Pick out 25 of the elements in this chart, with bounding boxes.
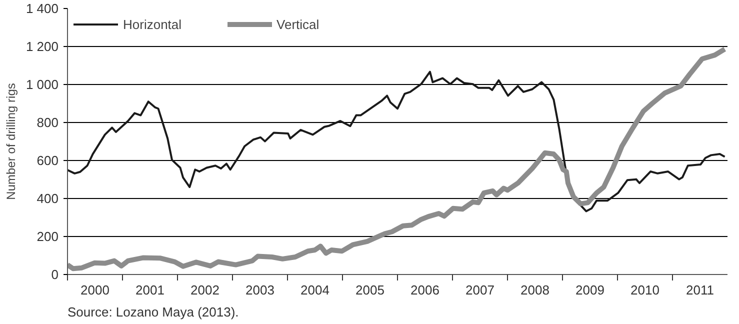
x-tick-label: 2011 xyxy=(686,282,714,298)
x-tick-label: 2009 xyxy=(576,282,604,298)
x-tick-label: 2003 xyxy=(246,282,274,298)
y-tick-label: 1 000 xyxy=(26,77,59,92)
y-tick-label: 1 200 xyxy=(26,39,59,54)
line-series xyxy=(68,70,726,212)
legend-label: Horizontal xyxy=(123,16,182,32)
y-tick-label: 0 xyxy=(51,267,59,282)
x-tick-label: 2000 xyxy=(80,282,110,298)
x-tick-label: 2004 xyxy=(300,282,330,298)
x-tick-label: 2010 xyxy=(630,282,660,298)
y-tick-label: 800 xyxy=(36,115,59,130)
y-tick-label: 400 xyxy=(36,191,59,206)
x-tick-label: 2002 xyxy=(190,282,220,298)
x-tick-label: 2008 xyxy=(520,282,550,298)
legend-label: Vertical xyxy=(276,16,320,32)
x-tick-label: 2007 xyxy=(466,282,494,298)
x-tick-label: 2005 xyxy=(356,282,384,298)
x-tick-label: 2001 xyxy=(136,282,164,298)
y-axis-title: Number of drilling rigs xyxy=(4,83,18,200)
y-tick-label: 600 xyxy=(36,153,59,168)
y-tick-label: 1 400 xyxy=(26,1,59,16)
y-tick-label: 200 xyxy=(36,229,59,244)
x-tick-label: 2006 xyxy=(410,282,440,298)
source-note: Source: Lozano Maya (2013). xyxy=(68,304,239,320)
